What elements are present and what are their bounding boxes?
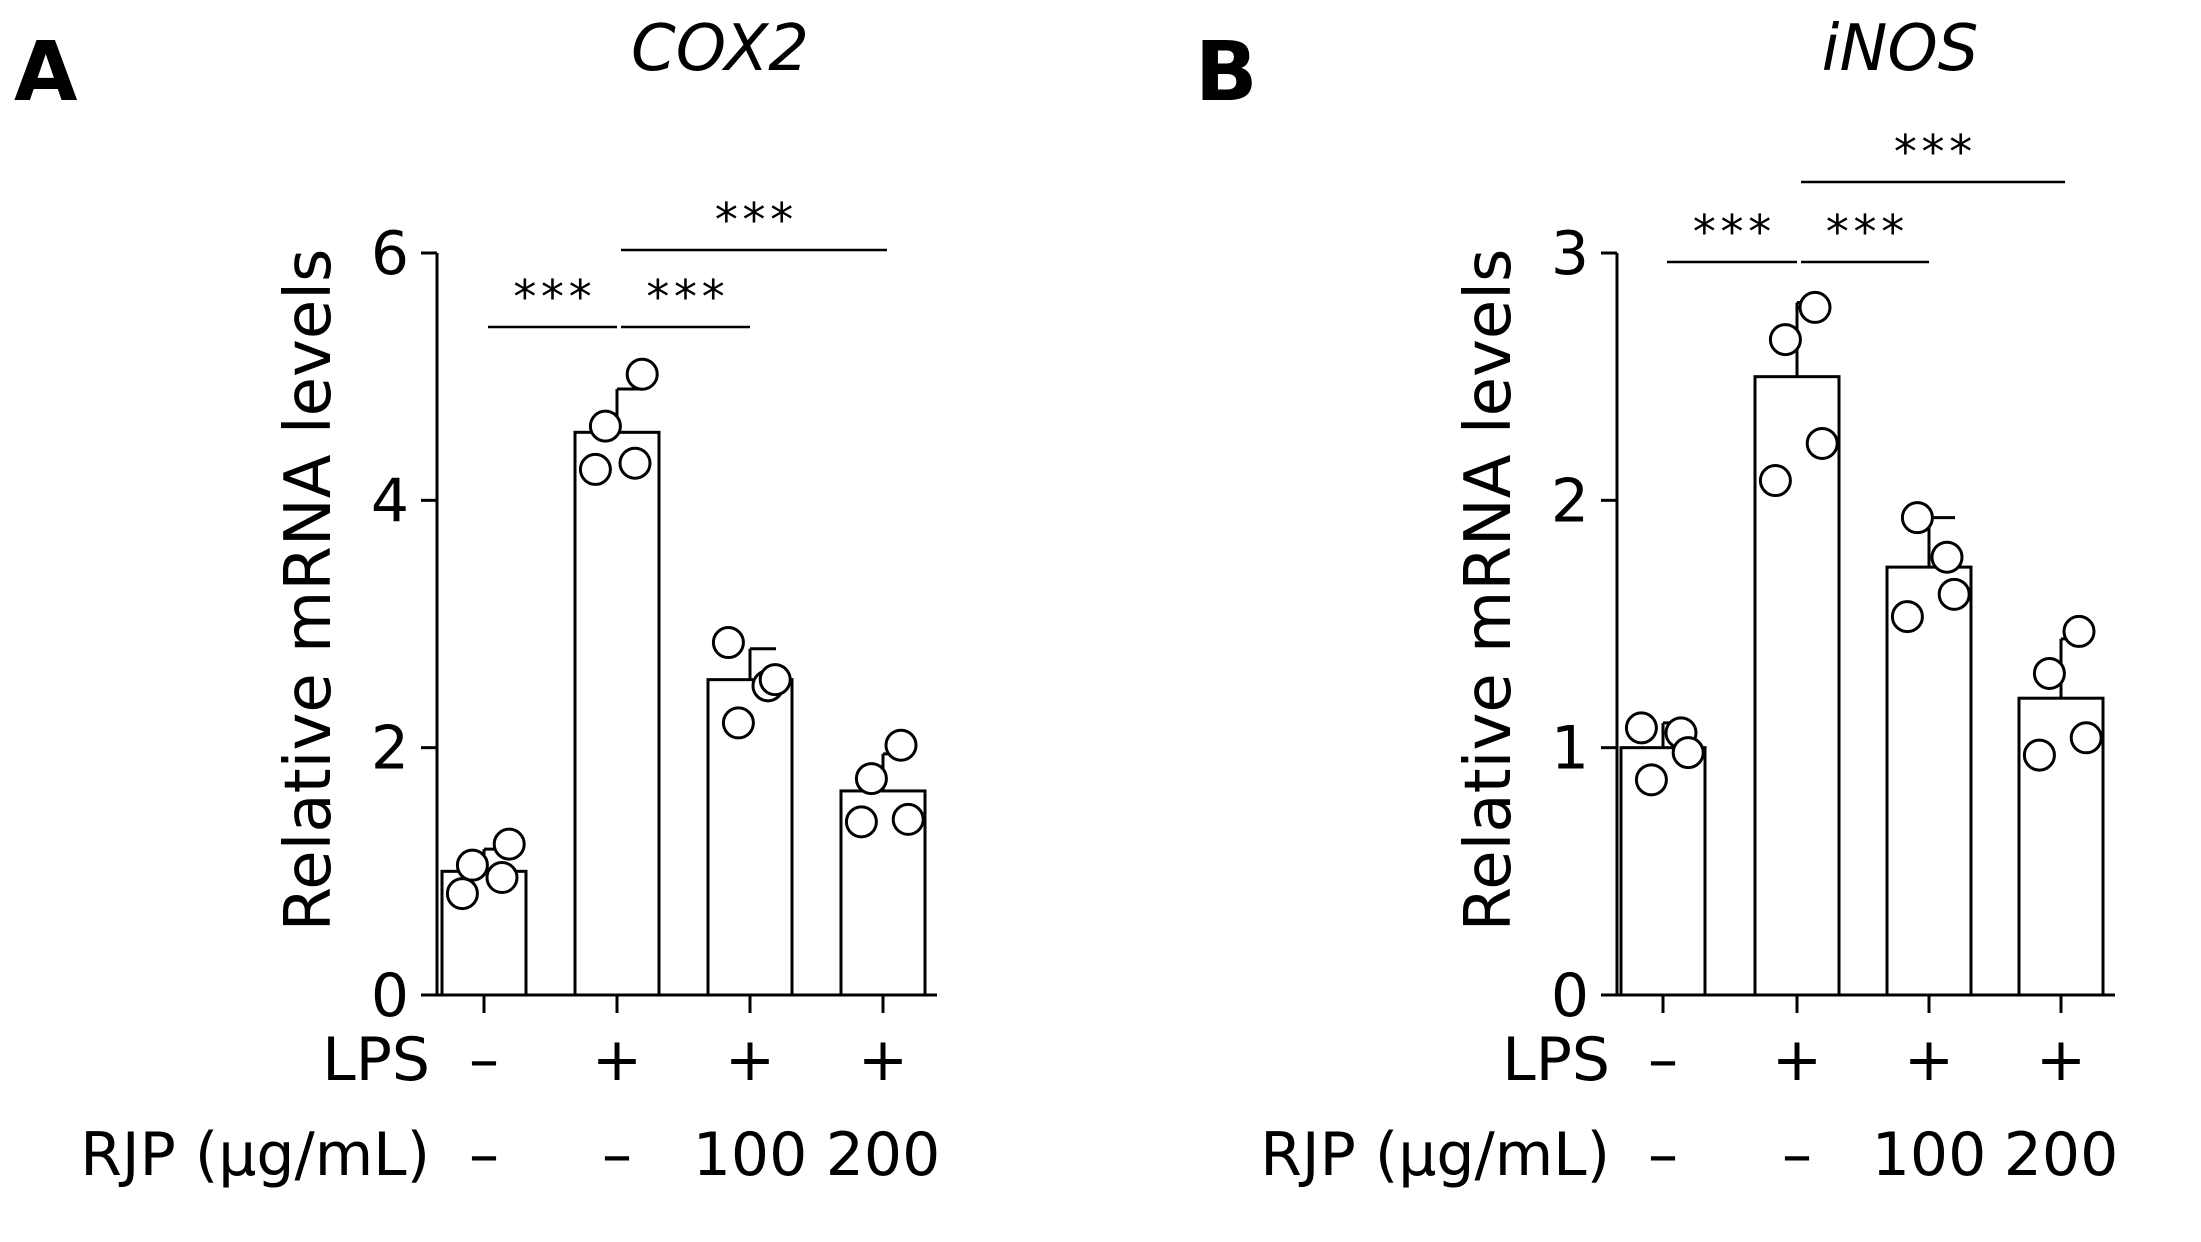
data-point bbox=[445, 877, 479, 911]
lps-condition-label: + bbox=[592, 1025, 642, 1095]
lps-condition-label: + bbox=[1904, 1025, 1954, 1095]
data-point bbox=[884, 728, 918, 762]
data-point bbox=[2069, 721, 2103, 755]
data-point bbox=[485, 861, 519, 895]
row-label-rjp: RJP (μg/mL) bbox=[1260, 1120, 1610, 1190]
data-point bbox=[1798, 290, 1832, 324]
data-point bbox=[711, 626, 745, 660]
row-label-rjp: RJP (μg/mL) bbox=[80, 1120, 430, 1190]
data-point bbox=[1900, 501, 1934, 535]
significance-label: *** bbox=[1891, 125, 1974, 179]
data-point bbox=[1671, 736, 1705, 770]
row-label-lps: LPS bbox=[322, 1025, 430, 1095]
data-point bbox=[2032, 656, 2066, 690]
data-point bbox=[1758, 464, 1792, 498]
data-point bbox=[1634, 763, 1668, 797]
lps-condition-label: – bbox=[469, 1025, 499, 1095]
data-point bbox=[618, 446, 652, 480]
significance-label: *** bbox=[511, 270, 594, 324]
rjp-condition-label: 100 bbox=[1872, 1120, 1987, 1190]
y-tick-label: 3 bbox=[1551, 219, 1589, 289]
significance-label: *** bbox=[1823, 205, 1906, 259]
row-label-lps: LPS bbox=[1502, 1025, 1610, 1095]
lps-condition-label: + bbox=[2036, 1025, 2086, 1095]
rjp-condition-label: – bbox=[1782, 1120, 1812, 1190]
bar bbox=[573, 430, 661, 997]
panel-letter: B bbox=[1195, 25, 1258, 120]
chart-title: COX2 bbox=[631, 12, 809, 86]
data-point bbox=[854, 762, 888, 796]
y-axis-label: Relative mRNA levels bbox=[272, 249, 346, 932]
rjp-condition-label: – bbox=[469, 1120, 499, 1190]
y-tick-label: 0 bbox=[1551, 961, 1589, 1031]
rjp-condition-label: – bbox=[1648, 1120, 1678, 1190]
lps-condition-label: + bbox=[725, 1025, 775, 1095]
bar bbox=[1885, 565, 1973, 997]
data-point bbox=[625, 357, 659, 391]
data-point bbox=[844, 805, 878, 839]
significance-label: *** bbox=[712, 193, 795, 247]
data-point bbox=[1930, 540, 1964, 574]
rjp-condition-label: 200 bbox=[2004, 1120, 2119, 1190]
data-point bbox=[2022, 738, 2056, 772]
chart-panel-a: A COX2 Relative mRNA levels 0 2 4 6 – – + – +100 +20… bbox=[14, 12, 940, 1190]
data-point bbox=[721, 706, 755, 740]
y-tick-label: 4 bbox=[371, 466, 409, 536]
data-point bbox=[758, 663, 792, 697]
data-point bbox=[1890, 600, 1924, 634]
data-point bbox=[455, 848, 489, 882]
lps-condition-label: + bbox=[858, 1025, 908, 1095]
data-point bbox=[1937, 577, 1971, 611]
data-point bbox=[2062, 614, 2096, 648]
rjp-condition-label: – bbox=[602, 1120, 632, 1190]
data-point bbox=[1805, 426, 1839, 460]
data-point bbox=[1624, 711, 1658, 745]
rjp-condition-label: 100 bbox=[693, 1120, 808, 1190]
data-point bbox=[588, 409, 622, 443]
rjp-condition-label: 200 bbox=[826, 1120, 941, 1190]
y-tick-label: 0 bbox=[371, 961, 409, 1031]
chart-title: iNOS bbox=[1822, 12, 1979, 86]
y-tick-label: 6 bbox=[371, 219, 409, 289]
data-point bbox=[492, 827, 526, 861]
data-point bbox=[578, 452, 612, 486]
significance-label: *** bbox=[1690, 205, 1773, 259]
panel-letter: A bbox=[14, 25, 78, 120]
lps-condition-label: – bbox=[1648, 1025, 1678, 1095]
data-point bbox=[1768, 323, 1802, 357]
significance-label: *** bbox=[644, 270, 727, 324]
data-point bbox=[891, 802, 925, 836]
y-tick-label: 1 bbox=[1551, 714, 1589, 784]
lps-condition-label: + bbox=[1772, 1025, 1822, 1095]
y-axis-label: Relative mRNA levels bbox=[1452, 249, 1526, 932]
y-tick-label: 2 bbox=[371, 714, 409, 784]
y-tick-label: 2 bbox=[1551, 466, 1589, 536]
